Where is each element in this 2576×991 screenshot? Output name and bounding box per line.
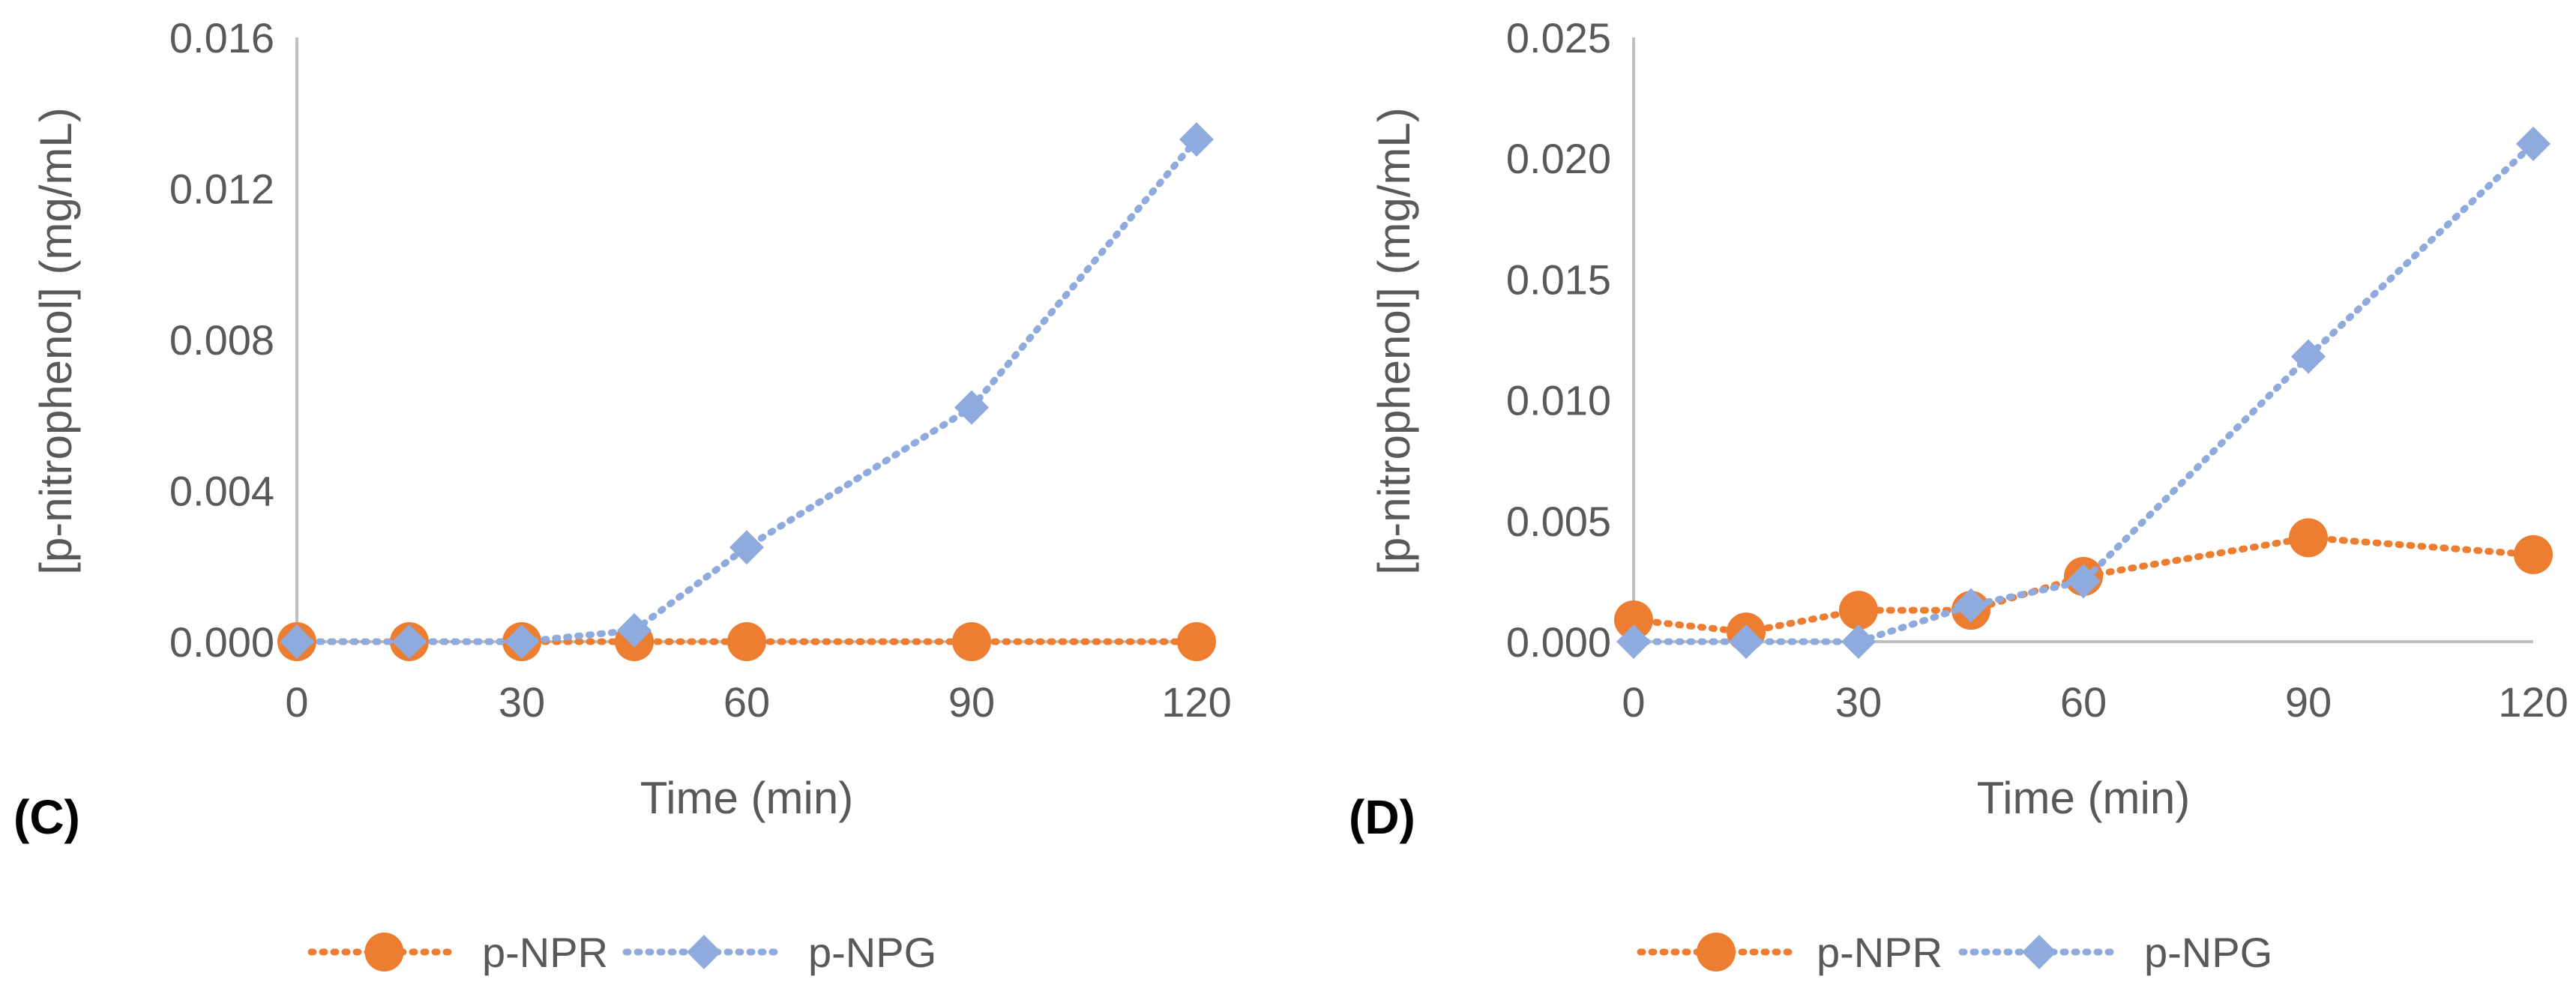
y-axis-title: [p-nitrophenol] (mg/mL) [31, 107, 81, 575]
data-point-p-npg [2291, 339, 2326, 374]
data-point-p-npr [952, 622, 991, 661]
data-point-p-npg [729, 530, 764, 565]
data-point-p-npr [2289, 518, 2328, 558]
data-point-p-npg [1954, 588, 1988, 623]
chart-panel-c: 0.000 0.004 0.008 0.012 0.016 0 30 60 90 120 [p-ni… [13, 14, 1232, 976]
y-tick-label: 0.005 [1506, 498, 1611, 545]
x-tick-label: 120 [1161, 678, 1231, 726]
legend-marker-p-npr [1697, 933, 1736, 972]
y-tick-label: 0.004 [169, 468, 274, 515]
data-point-p-npg [617, 612, 651, 648]
y-tick-label: 0.016 [169, 14, 274, 61]
y-tick-label: 0.020 [1506, 135, 1611, 182]
chart-panel-d: 0.000 0.005 0.010 0.015 0.020 0.025 0 30 60 90 120… [1349, 14, 2569, 976]
data-point-p-npg [1616, 624, 1651, 659]
legend-label-p-npg: p-NPG [808, 929, 936, 976]
legend-label-p-npr: p-NPR [1817, 929, 1942, 976]
series-line-p-npg [293, 136, 1200, 645]
x-axis-title: Time (min) [1977, 773, 2190, 823]
y-axis-title: [p-nitrophenol] (mg/mL) [1369, 107, 1419, 575]
legend-marker-p-npr [364, 933, 404, 972]
y-tick-label: 0.000 [169, 618, 274, 666]
x-tick-label: 120 [2498, 678, 2568, 726]
data-point-p-npr [727, 622, 766, 661]
y-tick-label: 0.008 [169, 316, 274, 364]
data-point-p-npg [392, 624, 427, 659]
y-tick-label: 0.025 [1506, 14, 1611, 61]
data-point-p-npg [2066, 564, 2101, 599]
y-tick-label: 0.015 [1506, 256, 1611, 303]
x-tick-label: 30 [1835, 678, 1882, 726]
data-point-p-npr [2514, 534, 2553, 574]
panel-label: (D) [1349, 790, 1415, 844]
data-point-p-npg [505, 624, 539, 659]
legend-label-p-npg: p-NPG [2144, 929, 2272, 976]
data-point-p-npg [2516, 126, 2551, 161]
data-point-p-npg [280, 624, 314, 659]
x-tick-label: 0 [1622, 678, 1645, 726]
x-tick-label: 60 [723, 678, 770, 726]
x-tick-label: 90 [948, 678, 995, 726]
x-tick-label: 90 [2285, 678, 2332, 726]
y-tick-label: 0.010 [1506, 377, 1611, 424]
data-point-p-npr [1614, 600, 1653, 639]
legend-label-p-npr: p-NPR [482, 929, 608, 976]
x-tick-label: 60 [2060, 678, 2107, 726]
data-point-p-npr [1839, 591, 1878, 630]
x-axis-title: Time (min) [640, 773, 853, 823]
legend-marker-p-npg [2022, 935, 2056, 969]
y-tick-label: 0.000 [1506, 618, 1611, 666]
data-point-p-npg [954, 390, 989, 425]
data-point-p-npg [1729, 624, 1763, 659]
data-point-p-npr [1177, 622, 1216, 661]
x-tick-label: 30 [499, 678, 545, 726]
data-point-p-npg [1179, 122, 1214, 157]
panel-label: (C) [13, 790, 80, 844]
y-tick-label: 0.012 [169, 166, 274, 213]
legend-marker-p-npg [687, 935, 721, 969]
data-point-p-npg [1841, 624, 1876, 659]
x-tick-label: 0 [285, 678, 308, 726]
